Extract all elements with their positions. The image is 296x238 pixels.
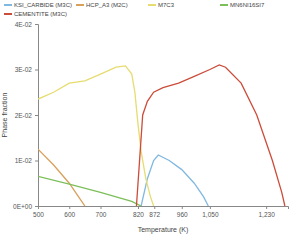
x-tick-label: 600	[64, 211, 75, 218]
chart: 500 600 700 820 872 960 1,050 1,230 0E+00 1E-02 2E…	[0, 0, 296, 238]
x-axis-title: Temperature (K)	[138, 226, 189, 234]
x-tick-mark	[101, 206, 102, 209]
x-tick: 700	[96, 206, 107, 218]
y-tick: 0E+00	[13, 203, 38, 210]
y-tick-mark	[35, 24, 38, 25]
x-tick-mark	[182, 206, 183, 209]
y-tick-label: 2E-02	[15, 112, 33, 119]
lines	[38, 65, 285, 206]
y-tick-mark	[35, 115, 38, 116]
legend-item: CEMENTITE (M3C)	[4, 11, 67, 17]
x-tick-mark	[210, 206, 211, 209]
legend-swatch	[220, 4, 228, 6]
series-line	[38, 176, 141, 206]
x-tick-label: 500	[33, 211, 44, 218]
y-axis-title: Phase fraction	[1, 93, 8, 138]
x-tick-label: 820	[133, 211, 144, 218]
legend: KSI_CARBIDE (M3C) HCP_A3 (M2C) M7C3 MN6NI16…	[4, 2, 265, 17]
y-tick-label: 1E-02	[15, 157, 33, 164]
y-tick: 4E-02	[15, 21, 38, 28]
x-tick-mark	[69, 206, 70, 209]
x-tick: 820	[133, 206, 144, 218]
y-tick: 2E-02	[15, 112, 38, 119]
legend-label: KSI_CARBIDE (M3C)	[14, 2, 72, 8]
x-tick-label: 1,050	[202, 211, 219, 218]
series-line	[136, 65, 284, 206]
x-tick-label: 960	[177, 211, 188, 218]
x-tick-label: 700	[96, 211, 107, 218]
legend-item: KSI_CARBIDE (M3C)	[4, 2, 72, 8]
y-tick-label: 4E-02	[15, 21, 33, 28]
y-tick-label: 0E+00	[13, 203, 32, 210]
legend-label: MN6NI16SI7	[230, 2, 265, 8]
x-tick: 1,230	[258, 206, 275, 218]
x-tick-label: 872	[149, 211, 160, 218]
legend-swatch	[148, 4, 156, 6]
x-tick: 600	[64, 206, 75, 218]
x-tick-mark	[266, 206, 267, 209]
x-tick: 960	[177, 206, 188, 218]
y-axis: 0E+00 1E-02 2E-02 3E-02 4E-02	[13, 21, 38, 210]
y-tick-mark	[35, 206, 38, 207]
legend-label: M7C3	[158, 2, 175, 8]
x-tick: 500	[33, 206, 44, 218]
legend-label: HCP_A3 (M2C)	[86, 2, 128, 8]
y-tick-mark	[35, 161, 38, 162]
x-tick: 872	[149, 206, 160, 218]
y-tick: 3E-02	[15, 66, 38, 73]
series-line	[38, 66, 154, 206]
y-axis-line	[35, 25, 39, 207]
plot: 500 600 700 820 872 960 1,050 1,230 0E+00 1E-02 2E…	[13, 21, 288, 218]
x-tick-mark	[154, 206, 155, 209]
legend-item: M7C3	[148, 2, 175, 8]
legend-item: MN6NI16SI7	[220, 2, 265, 8]
legend-swatch	[4, 13, 12, 15]
x-tick-label: 1,230	[258, 211, 275, 218]
legend-item: HCP_A3 (M2C)	[76, 2, 128, 8]
x-tick-mark	[138, 206, 139, 209]
x-axis: 500 600 700 820 872 960 1,050 1,230	[33, 206, 288, 218]
y-tick-label: 3E-02	[15, 66, 33, 73]
x-tick: 1,050	[202, 206, 219, 218]
y-tick-mark	[35, 70, 38, 71]
legend-swatch	[76, 4, 84, 6]
y-tick: 1E-02	[15, 157, 38, 164]
legend-label: CEMENTITE (M3C)	[14, 11, 67, 17]
legend-swatch	[4, 4, 12, 6]
x-axis-line	[39, 207, 289, 210]
